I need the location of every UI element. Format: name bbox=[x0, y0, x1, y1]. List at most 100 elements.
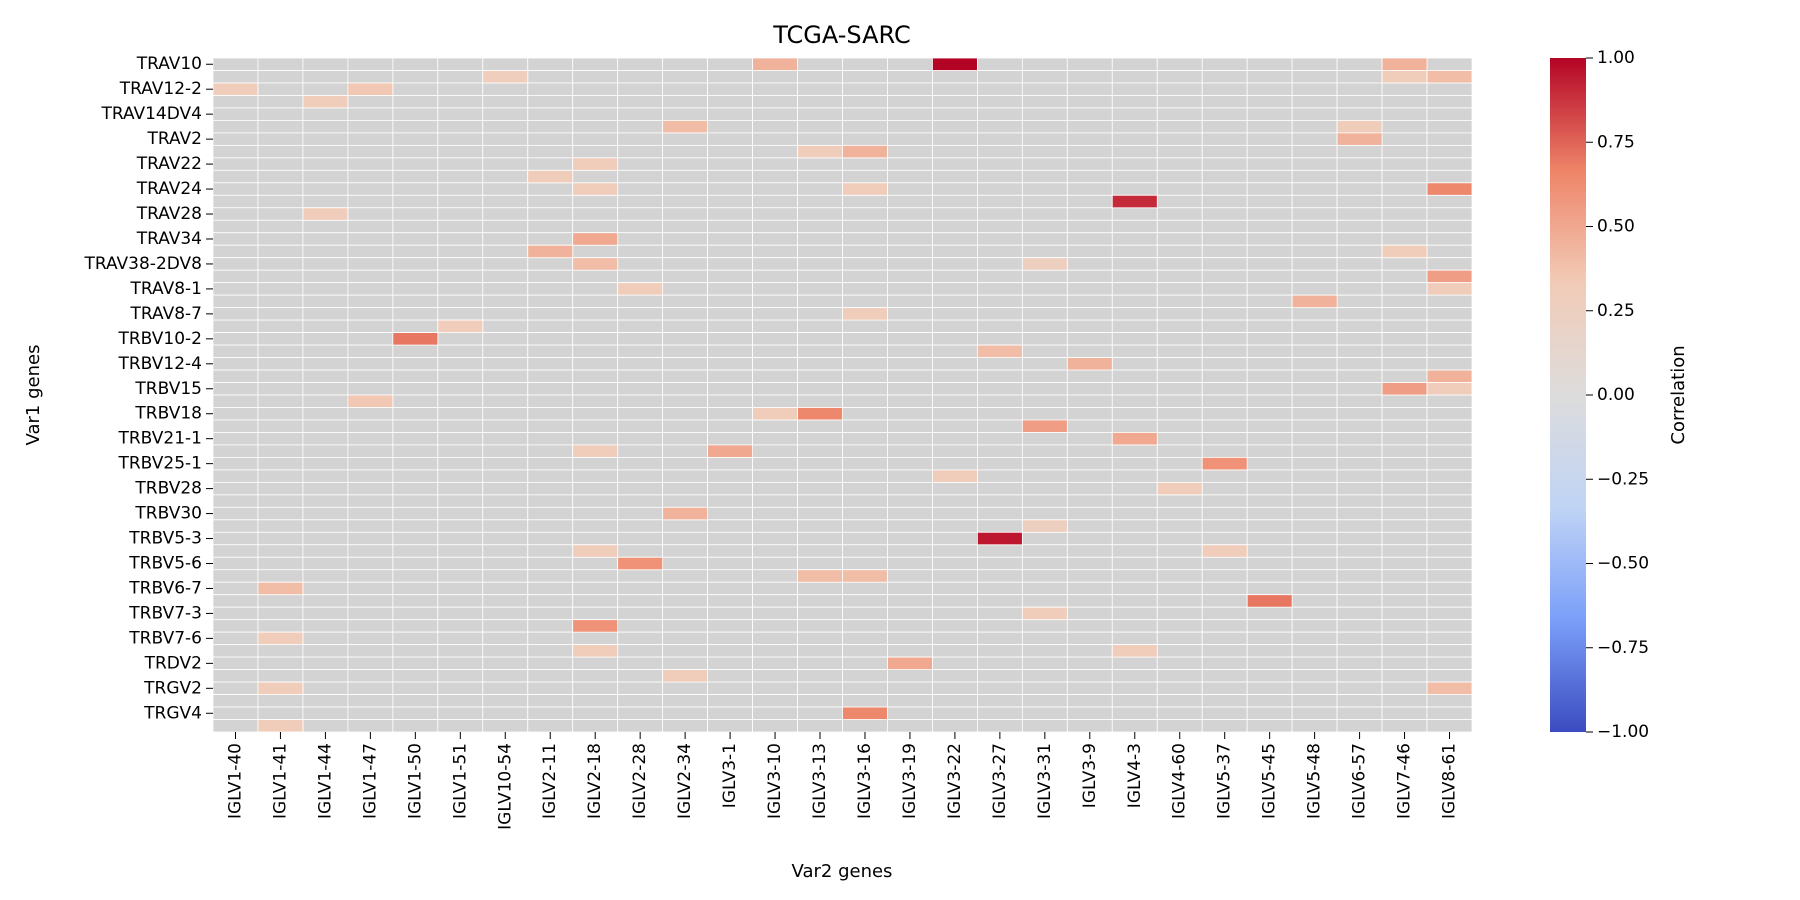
heatmap-cell bbox=[752, 407, 798, 421]
heatmap-cell-empty bbox=[347, 282, 394, 296]
heatmap-cell-empty bbox=[482, 694, 529, 708]
heatmap-cell-empty bbox=[752, 182, 798, 196]
heatmap-cell-empty bbox=[437, 57, 484, 71]
heatmap-cell-empty bbox=[617, 481, 664, 496]
heatmap-cell-empty bbox=[482, 644, 529, 658]
heatmap-cell-empty bbox=[257, 357, 304, 371]
heatmap-cell-empty bbox=[707, 357, 753, 371]
y-tick-label: TRDV2 bbox=[144, 653, 202, 673]
heatmap-cell-empty bbox=[527, 157, 574, 171]
heatmap-cell-empty bbox=[1111, 120, 1158, 134]
heatmap-cell-empty bbox=[392, 594, 439, 608]
heatmap-cell-empty bbox=[572, 369, 619, 383]
heatmap-cell-empty bbox=[437, 70, 484, 84]
heatmap-cell-empty bbox=[887, 257, 933, 271]
heatmap-cell-empty bbox=[212, 469, 259, 483]
heatmap-cell-empty bbox=[752, 444, 798, 458]
heatmap-cell-empty bbox=[1291, 681, 1338, 695]
heatmap-cell-empty bbox=[1291, 132, 1338, 146]
heatmap-cell-empty bbox=[842, 244, 888, 259]
heatmap-cell-empty bbox=[1381, 157, 1428, 171]
heatmap-cell-empty bbox=[1066, 407, 1113, 421]
heatmap-cell-empty bbox=[662, 644, 709, 658]
heatmap-cell-empty bbox=[1066, 606, 1113, 621]
heatmap-cell-empty bbox=[1246, 107, 1293, 121]
colorbar-tick-label: −0.50 bbox=[1597, 554, 1649, 574]
heatmap-cell-empty bbox=[437, 569, 484, 583]
heatmap-cell-empty bbox=[707, 644, 753, 658]
heatmap-cell-empty bbox=[392, 681, 439, 695]
heatmap-cell-empty bbox=[976, 544, 1023, 558]
heatmap-cell-empty bbox=[797, 481, 843, 496]
heatmap-cell-empty bbox=[932, 569, 978, 583]
heatmap-cell-empty bbox=[437, 531, 484, 546]
heatmap-cell-empty bbox=[482, 581, 529, 596]
heatmap-cell bbox=[1426, 382, 1473, 396]
heatmap-cell-empty bbox=[212, 606, 259, 621]
heatmap-cell-empty bbox=[392, 394, 439, 408]
heatmap-cell bbox=[842, 307, 888, 321]
heatmap-cell-empty bbox=[707, 169, 753, 184]
heatmap-cell-empty bbox=[1246, 132, 1293, 146]
heatmap-cell-empty bbox=[752, 581, 798, 596]
heatmap-cell-empty bbox=[1021, 144, 1068, 159]
heatmap-cell-empty bbox=[302, 332, 349, 346]
heatmap-cell bbox=[302, 95, 349, 109]
heatmap-cell-empty bbox=[1021, 382, 1068, 396]
heatmap-cell-empty bbox=[1426, 631, 1473, 646]
heatmap-cell bbox=[257, 719, 304, 733]
heatmap-cell bbox=[347, 394, 394, 408]
heatmap-cell-empty bbox=[482, 232, 529, 246]
heatmap-cell-empty bbox=[1021, 82, 1068, 96]
heatmap-cell-empty bbox=[932, 382, 978, 396]
heatmap-cell-empty bbox=[932, 307, 978, 321]
heatmap-cell-empty bbox=[392, 506, 439, 521]
heatmap-cell-empty bbox=[1426, 481, 1473, 496]
heatmap-cell-empty bbox=[1381, 207, 1428, 221]
heatmap-cell-empty bbox=[482, 307, 529, 321]
heatmap-cell-empty bbox=[887, 57, 933, 71]
heatmap-cell-empty bbox=[302, 644, 349, 658]
heatmap-cell-empty bbox=[392, 282, 439, 296]
heatmap-cell-empty bbox=[887, 282, 933, 296]
heatmap-cell-empty bbox=[437, 544, 484, 558]
heatmap-cell-empty bbox=[617, 669, 664, 683]
heatmap-cell-empty bbox=[347, 382, 394, 396]
heatmap-cell-empty bbox=[572, 669, 619, 683]
heatmap-cell-empty bbox=[527, 531, 574, 546]
heatmap-cell-empty bbox=[707, 232, 753, 246]
heatmap-cell-empty bbox=[437, 144, 484, 159]
heatmap-cell-empty bbox=[887, 207, 933, 221]
heatmap-cell-empty bbox=[1381, 644, 1428, 658]
heatmap-cell-empty bbox=[1336, 157, 1383, 171]
heatmap-cell-empty bbox=[392, 132, 439, 146]
heatmap-cell-empty bbox=[797, 606, 843, 621]
heatmap-cell-empty bbox=[617, 656, 664, 670]
heatmap-cell-empty bbox=[842, 594, 888, 608]
heatmap-cell-empty bbox=[527, 444, 574, 458]
heatmap-cell-empty bbox=[1336, 694, 1383, 708]
heatmap-cell-empty bbox=[976, 581, 1023, 596]
heatmap-cell-empty bbox=[707, 506, 753, 521]
heatmap-cell-empty bbox=[1426, 531, 1473, 546]
heatmap-cell-empty bbox=[257, 494, 304, 508]
heatmap-cell-empty bbox=[1066, 519, 1113, 533]
heatmap-cell-empty bbox=[662, 294, 709, 309]
heatmap-cell-empty bbox=[392, 619, 439, 633]
y-tick-label: TRAV34 bbox=[136, 229, 202, 249]
heatmap-cell-empty bbox=[797, 444, 843, 458]
heatmap-cell-empty bbox=[1336, 207, 1383, 221]
heatmap-cell-empty bbox=[662, 219, 709, 234]
heatmap-cell-empty bbox=[347, 444, 394, 458]
heatmap-cell-empty bbox=[347, 132, 394, 146]
heatmap-cell-empty bbox=[347, 157, 394, 171]
heatmap-cell bbox=[887, 656, 933, 670]
heatmap-cell-empty bbox=[347, 95, 394, 109]
heatmap-cell-empty bbox=[1201, 581, 1248, 596]
heatmap-cell-empty bbox=[302, 594, 349, 608]
heatmap-cell-empty bbox=[842, 506, 888, 521]
heatmap-cell-empty bbox=[347, 681, 394, 695]
heatmap-cell-empty bbox=[1201, 95, 1248, 109]
heatmap-cell-empty bbox=[752, 606, 798, 621]
heatmap-cell-empty bbox=[572, 469, 619, 483]
